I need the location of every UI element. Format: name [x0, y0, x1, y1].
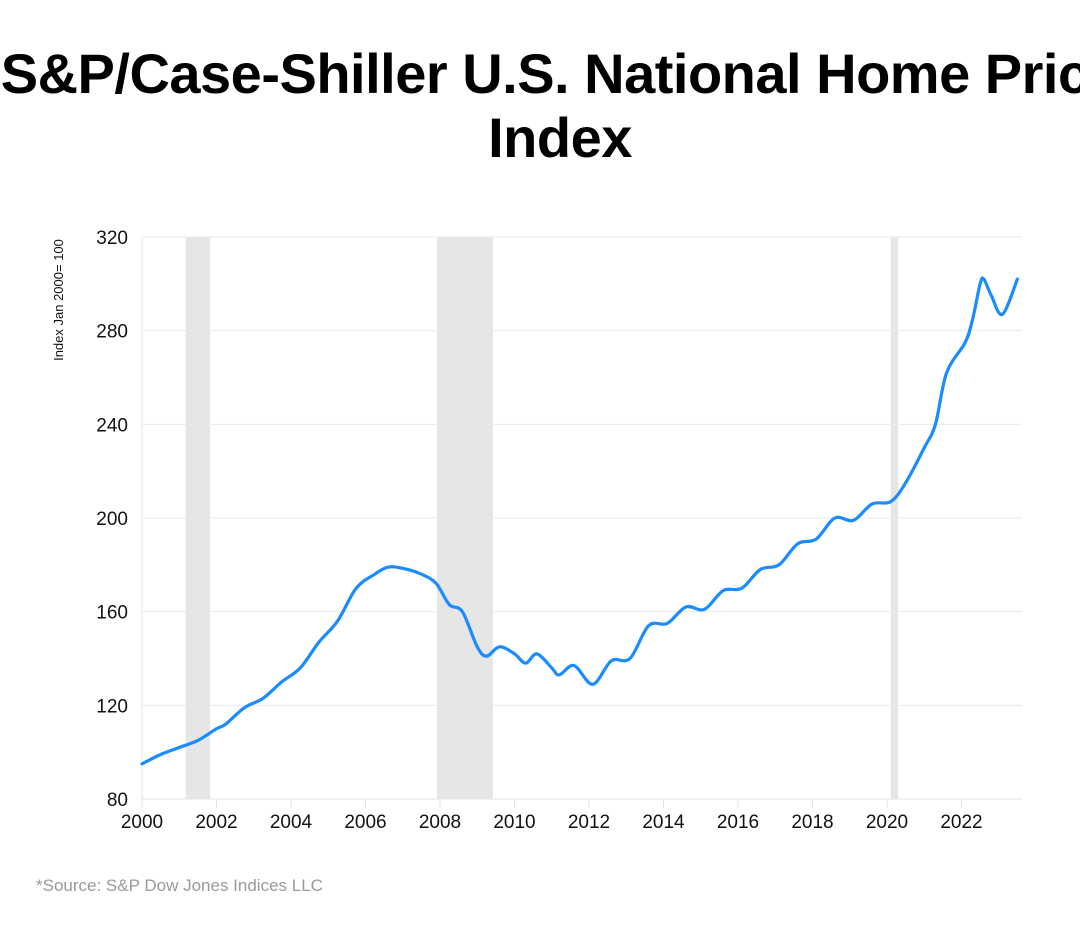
x-tick-label: 2018: [791, 812, 833, 833]
y-tick-label: 120: [96, 696, 128, 717]
x-tick-label: 2010: [493, 812, 535, 833]
y-tick-label: 280: [96, 322, 128, 343]
x-tick-label: 2022: [940, 812, 982, 833]
x-tick-label: 2004: [270, 812, 313, 833]
x-tick-label: 2000: [121, 812, 163, 833]
y-axis-label: Index Jan 2000= 100: [51, 239, 66, 361]
source-note: *Source: S&P Dow Jones Indices LLC: [36, 876, 323, 895]
y-tick-label: 80: [107, 790, 128, 811]
x-tick-label: 2012: [568, 812, 610, 833]
x-tick-label: 2014: [642, 812, 685, 833]
y-tick-label: 160: [96, 603, 128, 624]
chart-title: S&P/Case-Shiller U.S. National Home Pric…: [0, 42, 1080, 169]
x-tick-label: 2002: [195, 812, 237, 833]
x-tick-label: 2020: [866, 812, 908, 833]
y-tick-label: 240: [96, 415, 128, 436]
x-tick-label: 2006: [344, 812, 386, 833]
y-tick-label: 200: [96, 509, 128, 530]
x-tick-label: 2008: [419, 812, 461, 833]
index-series-line: [140, 276, 1019, 766]
y-tick-label: 320: [96, 228, 128, 249]
x-tick-label: 2016: [717, 812, 759, 833]
